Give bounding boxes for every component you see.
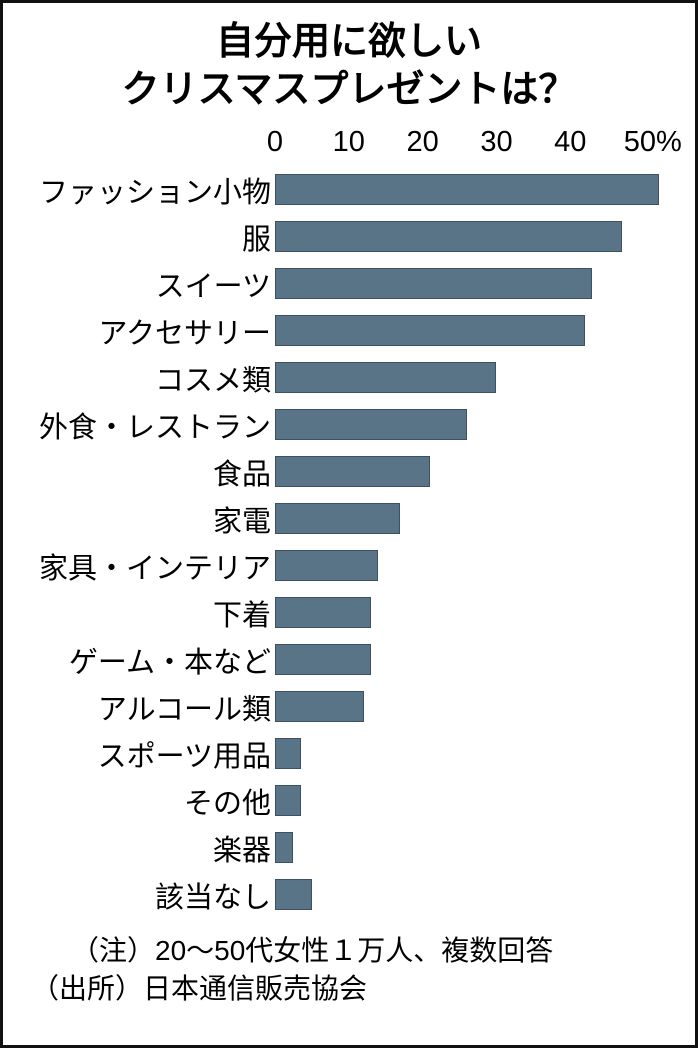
- bar-row: ゲーム・本など: [17, 636, 681, 683]
- axis-tick-label: 40: [554, 126, 587, 158]
- bar-row: スイーツ: [17, 260, 681, 307]
- footnotes: （注）20～50代女性１万人、複数回答 （出所）日本通信販売協会: [3, 932, 695, 1008]
- bar-track: [275, 879, 681, 910]
- bar: [275, 221, 622, 252]
- category-label: 該当なし: [154, 881, 271, 914]
- bar: [275, 268, 593, 299]
- bar: [275, 503, 401, 534]
- category-label: スイーツ: [155, 270, 271, 303]
- bar-track: [275, 503, 681, 534]
- bar: [275, 174, 659, 205]
- bar-chart: 0 10 20 30 40 50% ファッション小物服スイーツアクセサリーコスメ類外食・レ…: [17, 120, 682, 918]
- axis-tick-label: 20: [406, 126, 439, 158]
- bar: [275, 550, 379, 581]
- bar-row: 該当なし: [17, 871, 681, 918]
- bar: [275, 879, 312, 910]
- bar: [275, 691, 364, 722]
- note-source: （出所）日本通信販売協会: [31, 972, 368, 1004]
- category-label: スポーツ用品: [97, 740, 271, 773]
- bar-track: [275, 315, 681, 346]
- bar: [275, 785, 301, 816]
- plot-rows: ファッション小物服スイーツアクセサリーコスメ類外食・レストラン食品家電家具・イン…: [17, 166, 681, 918]
- category-label: 楽器: [212, 834, 271, 867]
- bar-track: [275, 691, 681, 722]
- bar-track: [275, 409, 681, 440]
- bar-row: ファッション小物: [17, 166, 681, 213]
- bar-track: [275, 644, 681, 675]
- bar-track: [275, 597, 681, 628]
- chart-title: 自分用に欲しい クリスマスプレゼントは？: [3, 3, 695, 114]
- bar-track: [275, 785, 681, 816]
- bar-track: [275, 456, 681, 487]
- bar: [275, 315, 586, 346]
- bar: [275, 597, 371, 628]
- axis-tick-label: 10: [332, 126, 365, 158]
- category-label: アクセサリー: [98, 317, 271, 350]
- bar-row: 下着: [17, 589, 681, 636]
- bar-row: 楽器: [17, 824, 681, 871]
- bar-row: 服: [17, 213, 681, 260]
- bar-row: 家具・インテリア: [17, 542, 681, 589]
- bar: [275, 456, 431, 487]
- bar-track: [275, 221, 681, 252]
- note-sample: （注）20～50代女性１万人、複数回答: [71, 935, 554, 966]
- bar: [275, 362, 497, 393]
- category-label: 服: [241, 223, 271, 256]
- category-label: その他: [183, 787, 271, 820]
- bar-track: [275, 362, 681, 393]
- chart-title-line2: クリスマスプレゼントは？: [121, 68, 577, 111]
- bar-track: [275, 738, 681, 769]
- bar-row: コスメ類: [17, 354, 681, 401]
- chart-title-line1: 自分用に欲しい: [215, 21, 482, 63]
- axis-tick-label: 50%: [623, 126, 682, 158]
- bar-row: アクセサリー: [17, 307, 681, 354]
- bar-track: [275, 832, 681, 863]
- axis-tick-label: 0: [266, 126, 284, 158]
- bar: [275, 738, 301, 769]
- bar-track: [275, 174, 681, 205]
- bar: [275, 644, 371, 675]
- bar-row: スポーツ用品: [17, 730, 681, 777]
- bar: [275, 409, 467, 440]
- bar-row: 外食・レストラン: [17, 401, 681, 448]
- category-label: 家具・インテリア: [38, 552, 271, 585]
- category-label: ファッション小物: [38, 176, 271, 209]
- bar-row: アルコール類: [17, 683, 681, 730]
- bar: [275, 832, 294, 863]
- category-label: アルコール類: [97, 693, 271, 726]
- bar-track: [275, 268, 681, 299]
- category-label: コスメ類: [154, 364, 271, 397]
- bar-track: [275, 550, 681, 581]
- bar-row: 食品: [17, 448, 681, 495]
- category-label: ゲーム・本など: [68, 646, 271, 679]
- category-label: 食品: [212, 458, 271, 491]
- bar-row: その他: [17, 777, 681, 824]
- axis-ticks: 0 10 20 30 40 50%: [267, 120, 682, 166]
- axis-tick-label: 30: [480, 126, 513, 158]
- category-label: 家電: [212, 505, 271, 538]
- category-label: 外食・レストラン: [38, 411, 271, 444]
- category-label: 下着: [212, 599, 271, 632]
- bar-row: 家電: [17, 495, 681, 542]
